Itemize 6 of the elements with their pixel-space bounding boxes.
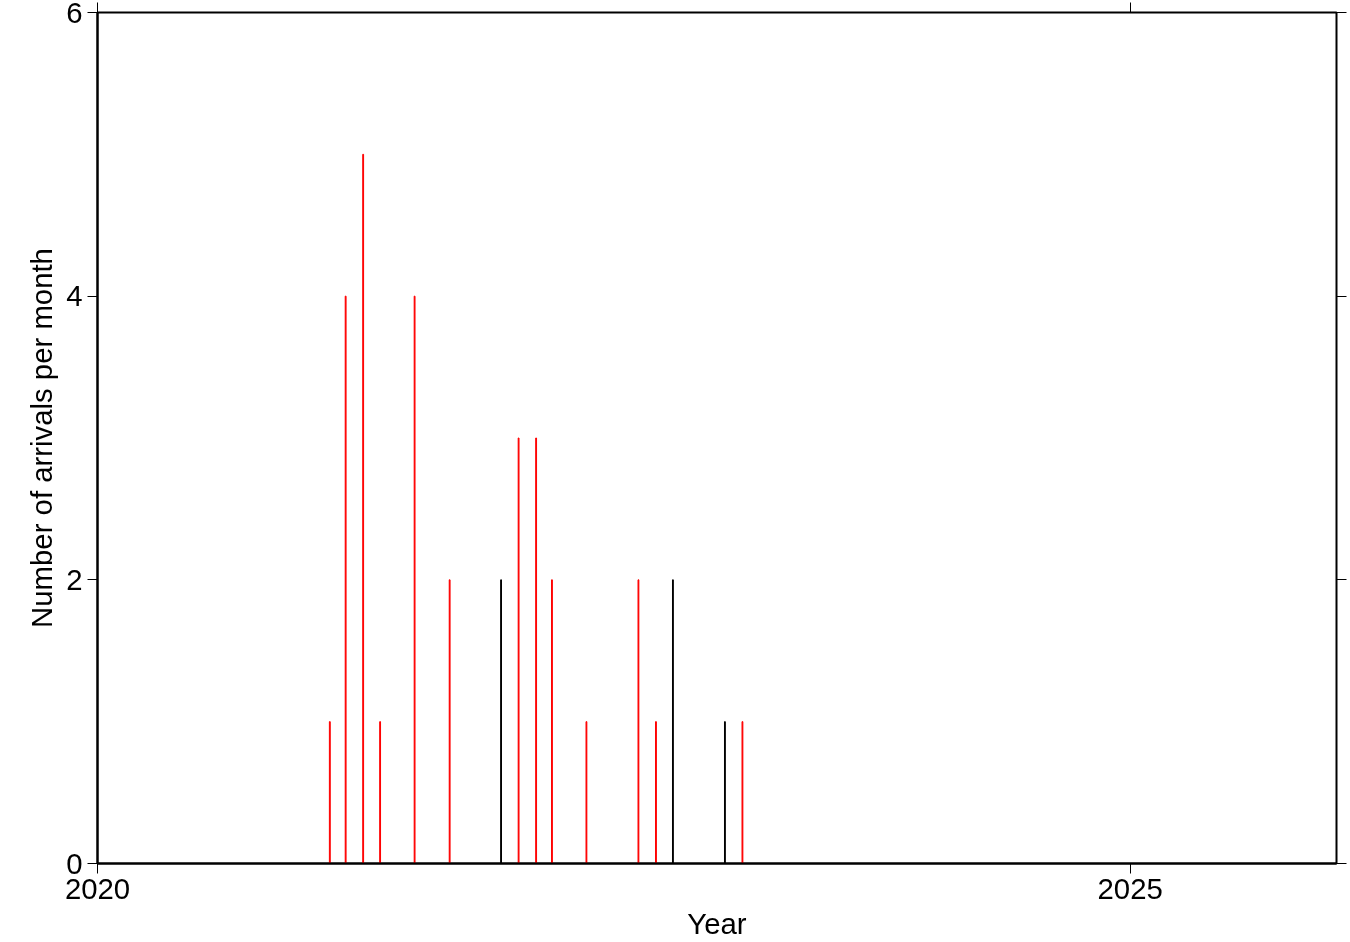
y-tick-label: 6	[66, 0, 83, 29]
y-axis-title: Number of arrivals per month	[25, 248, 59, 628]
x-tick-label: 2025	[1097, 871, 1163, 905]
y-tick-label: 4	[66, 279, 83, 313]
x-axis-title: Year	[687, 906, 747, 940]
y-tick-label: 2	[66, 562, 83, 596]
